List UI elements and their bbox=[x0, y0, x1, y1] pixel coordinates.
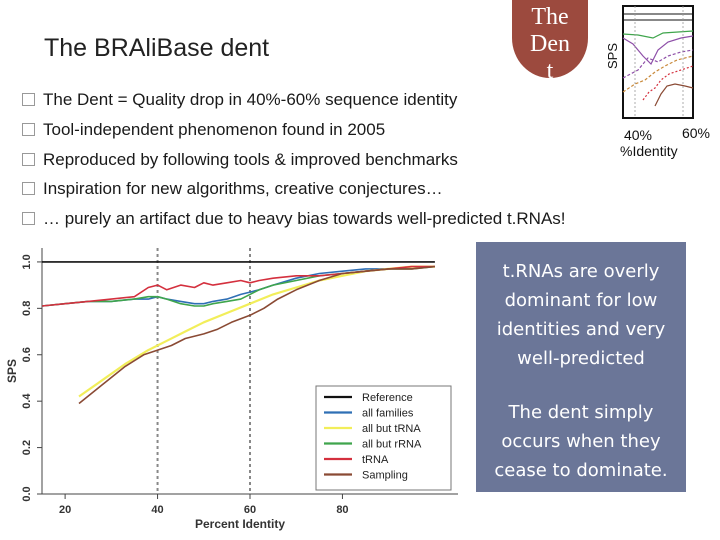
series-line bbox=[78, 265, 435, 398]
y-tick-label: 0.0 bbox=[21, 486, 33, 501]
callout-text-dominance: t.RNAs are overly dominant for low ident… bbox=[496, 261, 666, 369]
bullet-item: Tool-independent phenomenon found in 200… bbox=[22, 120, 385, 140]
legend-entry: Sampling bbox=[362, 470, 408, 482]
bullet-text: Inspiration for new algorithms, creative… bbox=[43, 179, 443, 198]
mini-series-line bbox=[642, 65, 694, 101]
callout-text-dent: The dent simply occurs when they cease t… bbox=[494, 402, 668, 481]
y-tick-label: 0.4 bbox=[21, 393, 33, 409]
bullet-text: The Dent = Quality drop in 40%-60% seque… bbox=[43, 90, 458, 109]
y-tick-label: 0.8 bbox=[21, 301, 33, 316]
mini-series-line bbox=[622, 30, 694, 39]
y-tick-label: 0.2 bbox=[21, 440, 33, 455]
bubble-line: The bbox=[531, 4, 569, 30]
legend-entry: all but rRNA bbox=[362, 439, 422, 451]
bubble-line: t bbox=[546, 58, 554, 78]
bullet-box-icon bbox=[22, 212, 35, 225]
series-line bbox=[78, 265, 435, 405]
mini-series-line bbox=[622, 55, 694, 93]
mini-x-right-label: 60% bbox=[682, 125, 710, 141]
bullet-box-icon bbox=[22, 153, 35, 166]
y-axis-label: SPS bbox=[5, 359, 19, 383]
bullet-text: Reproduced by following tools & improved… bbox=[43, 150, 458, 169]
legend-box bbox=[315, 385, 452, 491]
bullet-item: Reproduced by following tools & improved… bbox=[22, 150, 458, 170]
bullet-text: … purely an artifact due to heavy bias t… bbox=[43, 209, 566, 228]
sps-line-chart: 0.0 0.2 0.4 0.6 0.8 1.0 20 40 60 80 Percent Identi… bbox=[5, 248, 458, 531]
mini-x-axis-label: %Identity bbox=[620, 143, 678, 159]
legend-entry: all families bbox=[362, 408, 414, 420]
legend-entry: all but tRNA bbox=[362, 423, 421, 435]
the-dent-bubble: The Den t bbox=[512, 0, 602, 100]
y-tick-label: 1.0 bbox=[21, 254, 33, 269]
x-tick-label: 60 bbox=[244, 504, 256, 516]
bullet-box-icon bbox=[22, 123, 35, 136]
bullet-item: The Dent = Quality drop in 40%-60% seque… bbox=[22, 90, 457, 110]
bullet-item: Inspiration for new algorithms, creative… bbox=[22, 179, 443, 199]
x-tick-label: 80 bbox=[336, 504, 348, 516]
mini-dent-chart: SPS 40% 60% bbox=[605, 5, 710, 143]
bubble-line: Den bbox=[530, 31, 570, 57]
mini-y-label: SPS bbox=[605, 43, 620, 69]
bullet-box-icon bbox=[22, 182, 35, 195]
mini-series-line bbox=[622, 49, 694, 79]
mini-x-left-label: 40% bbox=[624, 127, 652, 143]
x-axis-label: Percent Identity bbox=[195, 517, 285, 531]
bullet-box-icon bbox=[22, 93, 35, 106]
mini-series-line bbox=[654, 83, 694, 107]
explanation-callout: t.RNAs are overly dominant for low ident… bbox=[476, 242, 686, 492]
x-tick-label: 40 bbox=[151, 504, 163, 516]
x-tick-label: 20 bbox=[59, 504, 71, 516]
bullet-text: Tool-independent phenomenon found in 200… bbox=[43, 120, 386, 139]
legend-entry: tRNA bbox=[362, 454, 389, 466]
legend-entry: Reference bbox=[362, 392, 413, 404]
bullet-item: … purely an artifact due to heavy bias t… bbox=[22, 209, 566, 229]
slide-title: The BRAliBase dent bbox=[44, 34, 270, 62]
y-tick-label: 0.6 bbox=[21, 347, 33, 362]
